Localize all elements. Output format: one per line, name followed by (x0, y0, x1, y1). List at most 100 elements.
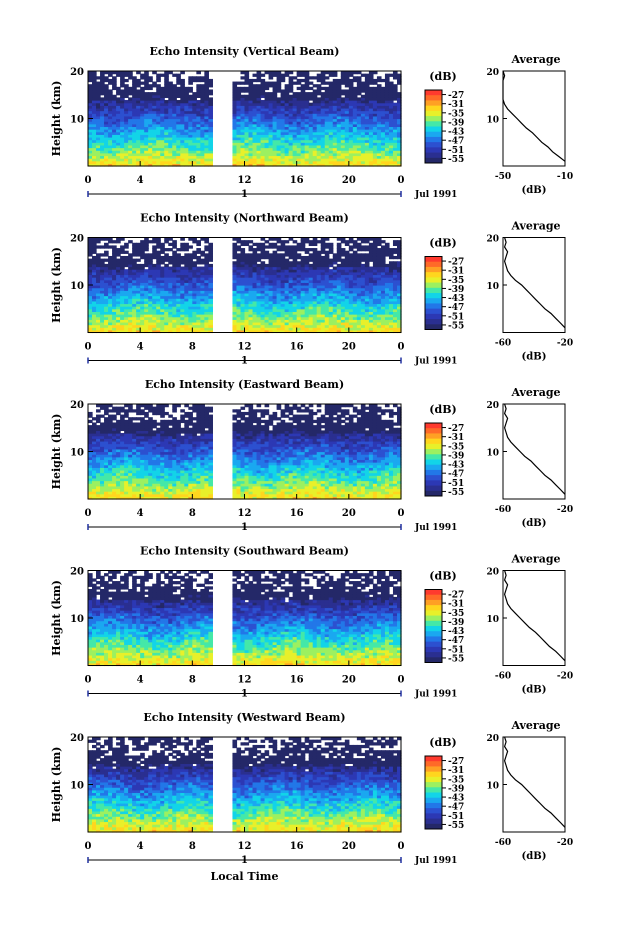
heatmap-cell (256, 76, 262, 80)
heatmap-cell (152, 303, 157, 307)
heatmap-cell (292, 314, 298, 318)
heatmap-cell (164, 81, 169, 85)
heatmap-cell (120, 126, 125, 130)
heatmap-cell (100, 160, 105, 164)
heatmap-cell (348, 123, 354, 128)
heatmap-cell (256, 139, 262, 143)
heatmap-cell (148, 321, 153, 326)
heatmap-cell (380, 147, 386, 151)
heatmap-cell (284, 126, 290, 130)
heatmap-cell (164, 100, 169, 104)
heatmap-cell (160, 266, 165, 270)
heatmap-cell (148, 129, 153, 133)
heatmap-cell (316, 144, 322, 149)
heatmap-cell (332, 78, 338, 83)
heatmap-cell (124, 250, 129, 254)
heatmap-cell (260, 78, 266, 83)
heatmap-cell (244, 319, 250, 323)
heatmap-cell (96, 319, 101, 323)
heatmap-cell (204, 329, 209, 334)
heatmap-cell (192, 78, 197, 83)
heatmap-cell (256, 105, 262, 109)
heatmap-cell (196, 121, 201, 125)
heatmap-cell (192, 290, 197, 294)
heatmap-cell (276, 107, 282, 112)
heatmap-cell (256, 245, 262, 249)
heatmap-cell (168, 258, 173, 262)
heatmap-cell (148, 105, 153, 109)
heatmap-cell (268, 314, 274, 318)
heatmap-cell (296, 298, 302, 302)
heatmap-cell (100, 144, 105, 149)
heatmap-cell (152, 102, 157, 106)
heatmap-cell (112, 298, 117, 302)
heatmap-cell (128, 240, 133, 244)
heatmap-cell (112, 282, 117, 286)
heatmap-cell (144, 142, 149, 146)
heatmap-cell (112, 110, 117, 114)
heatmap-cell (244, 279, 250, 283)
heatmap-cell (184, 285, 189, 289)
heatmap-cell (128, 261, 133, 265)
heatmap-cell (252, 258, 258, 262)
heatmap-cell (252, 311, 258, 315)
heatmap-cell (184, 86, 189, 91)
heatmap-cell (320, 139, 326, 143)
heatmap-cell (108, 94, 113, 98)
heatmap-cell (120, 248, 125, 252)
heatmap-cell (168, 298, 173, 302)
heatmap-cell (236, 92, 242, 96)
heatmap-cell (308, 142, 314, 146)
heatmap-cell (88, 250, 93, 254)
heatmap-cell (340, 105, 346, 109)
heatmap-cell (120, 113, 125, 117)
heatmap-cell (332, 73, 338, 77)
heatmap-cell (124, 329, 129, 334)
heatmap-cell (152, 253, 157, 257)
heatmap-cell (292, 76, 298, 80)
heatmap-cell (296, 255, 302, 260)
heatmap-cell (288, 250, 294, 254)
heatmap-cell (300, 136, 306, 141)
heatmap-cell (248, 255, 254, 260)
heatmap-cell (164, 266, 169, 270)
heatmap-cell (328, 97, 334, 101)
heatmap-cell (244, 110, 250, 114)
heatmap-cell (196, 102, 201, 106)
heatmap-cell (292, 240, 298, 244)
heatmap-cell (276, 134, 282, 138)
heatmap-cell (304, 158, 310, 162)
heatmap-cell (92, 319, 97, 323)
heatmap-cell (200, 110, 205, 114)
heatmap-cell (200, 84, 205, 88)
heatmap-cell (208, 321, 213, 326)
heatmap-cell (260, 84, 266, 88)
heatmap-cell (128, 329, 133, 334)
heatmap-cell (184, 277, 189, 281)
heatmap-cell (172, 282, 177, 286)
heatmap-cell (380, 245, 386, 249)
heatmap-cell (120, 92, 125, 96)
heatmap-cell (100, 292, 105, 297)
heatmap-cell (188, 126, 193, 130)
heatmap-cell (276, 298, 282, 302)
heatmap-cell (396, 155, 402, 159)
heatmap-cell (288, 277, 294, 281)
heatmap-cell (380, 118, 386, 122)
heatmap-cell (168, 142, 173, 146)
heatmap-cell (336, 123, 342, 128)
heatmap-cell (100, 152, 105, 157)
heatmap-cell (280, 92, 286, 96)
heatmap-cell (184, 242, 189, 247)
heatmap-cell (300, 107, 306, 112)
heatmap-cell (188, 245, 193, 249)
heatmap-cell (308, 94, 314, 98)
heatmap-cell (256, 155, 262, 159)
heatmap-cell (192, 76, 197, 80)
heatmap-cell (108, 118, 113, 122)
heatmap-cell (348, 131, 354, 135)
heatmap-cell (384, 92, 390, 96)
heatmap-cell (136, 316, 141, 320)
colorbar-tick-label: -55 (448, 321, 464, 331)
heatmap-cell (112, 250, 117, 254)
